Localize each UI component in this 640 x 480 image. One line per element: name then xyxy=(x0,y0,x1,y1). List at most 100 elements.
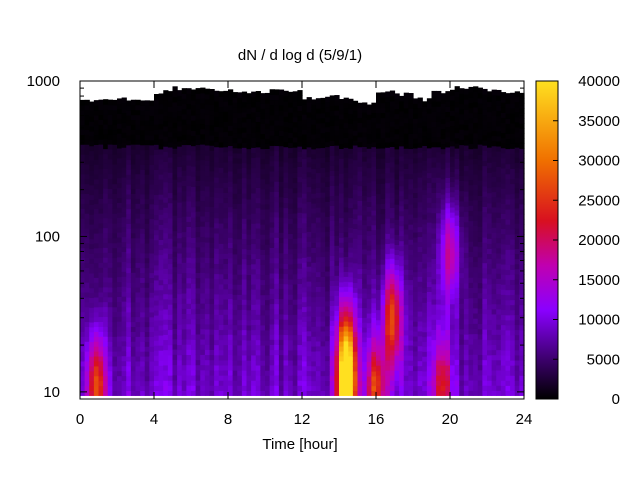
heatmap-cell xyxy=(93,267,100,273)
heatmap-cell xyxy=(339,168,345,174)
heatmap-cell xyxy=(389,110,396,117)
heatmap-cell xyxy=(440,138,446,145)
heatmap-cell xyxy=(343,291,349,297)
heatmap-cell xyxy=(389,354,396,361)
heatmap-cell xyxy=(246,133,252,140)
heatmap-cell xyxy=(251,268,257,275)
heatmap-cell xyxy=(278,283,285,289)
heatmap-cell xyxy=(426,241,433,248)
heatmap-cell xyxy=(163,278,169,285)
heatmap-cell xyxy=(399,360,405,366)
heatmap-cell xyxy=(144,267,150,274)
heatmap-cell xyxy=(403,309,409,316)
heatmap-cell xyxy=(380,314,386,321)
heatmap-cell xyxy=(218,187,224,194)
heatmap-cell xyxy=(167,202,174,209)
heatmap-cell xyxy=(80,291,86,298)
heatmap-cell xyxy=(228,125,234,131)
heatmap-cell xyxy=(385,258,391,265)
heatmap-cell xyxy=(167,192,174,199)
heatmap-cell xyxy=(214,273,220,280)
heatmap-cell xyxy=(431,197,437,204)
heatmap-cell xyxy=(117,261,123,268)
heatmap-cell xyxy=(343,320,349,327)
heatmap-cell xyxy=(278,171,285,177)
heatmap-cell xyxy=(348,271,354,278)
heatmap-cell xyxy=(385,273,391,280)
heatmap-cell xyxy=(366,148,372,154)
heatmap-cell xyxy=(191,160,197,167)
heatmap-cell xyxy=(325,380,331,386)
heatmap-cell xyxy=(241,208,248,214)
heatmap-cell xyxy=(237,274,243,280)
heatmap-cell xyxy=(121,355,127,362)
heatmap-cell xyxy=(297,344,303,351)
heatmap-cell xyxy=(149,154,155,161)
heatmap-cell xyxy=(84,355,90,362)
heatmap-cell xyxy=(89,106,95,112)
heatmap-cell xyxy=(246,113,252,119)
heatmap-cell xyxy=(339,296,345,303)
heatmap-cell xyxy=(380,122,386,129)
heatmap-cell xyxy=(232,132,238,139)
heatmap-cell xyxy=(177,196,183,203)
heatmap-cell xyxy=(394,390,400,396)
heatmap-cell xyxy=(93,173,100,180)
heatmap-cell xyxy=(204,282,211,289)
heatmap-cell xyxy=(246,224,252,230)
heatmap-cell xyxy=(177,161,183,168)
heatmap-cell xyxy=(357,322,363,328)
heatmap-cell xyxy=(154,299,160,306)
heatmap-cell xyxy=(440,334,446,341)
heatmap-cell xyxy=(450,268,456,274)
heatmap-cell xyxy=(315,370,322,377)
heatmap-cell xyxy=(246,334,252,341)
heatmap-cell xyxy=(450,288,456,295)
heatmap-cell xyxy=(93,232,100,239)
heatmap-cell xyxy=(417,390,423,396)
heatmap-cell xyxy=(126,218,132,224)
heatmap-cell xyxy=(283,90,289,97)
heatmap-cell xyxy=(269,89,275,95)
heatmap-cell xyxy=(426,301,433,307)
heatmap-cell xyxy=(135,277,141,283)
heatmap-cell xyxy=(186,333,192,340)
heatmap-cell xyxy=(209,94,215,100)
heatmap-cell xyxy=(223,349,229,356)
heatmap-cell xyxy=(274,323,280,330)
heatmap-cell xyxy=(413,217,419,223)
heatmap-cell xyxy=(232,238,238,245)
heatmap-cell xyxy=(426,187,433,193)
heatmap-cell xyxy=(436,273,442,280)
heatmap-cell xyxy=(209,109,215,116)
heatmap-cell xyxy=(278,288,285,295)
heatmap-cell xyxy=(149,292,155,298)
heatmap-cell xyxy=(246,239,252,245)
heatmap-cell xyxy=(112,296,118,303)
heatmap-cell xyxy=(366,390,372,396)
heatmap-cell xyxy=(112,149,118,155)
heatmap-cell xyxy=(362,283,368,289)
heatmap-cell xyxy=(214,380,220,386)
heatmap-cell xyxy=(445,207,451,214)
heatmap-cell xyxy=(195,180,201,186)
heatmap-cell xyxy=(376,329,382,336)
heatmap-cell xyxy=(103,321,109,327)
heatmap-cell xyxy=(140,247,146,254)
heatmap-cell xyxy=(454,215,460,221)
heatmap-cell xyxy=(209,328,215,335)
heatmap-cell xyxy=(450,257,456,264)
heatmap-cell xyxy=(297,151,303,157)
heatmap-cell xyxy=(454,390,460,396)
heatmap-cell xyxy=(422,267,428,274)
heatmap-cell xyxy=(241,258,248,265)
heatmap-cell xyxy=(302,168,308,174)
heatmap-cell xyxy=(422,179,428,186)
heatmap-cell xyxy=(408,254,414,260)
heatmap-cell xyxy=(209,170,215,177)
heatmap-cell xyxy=(251,192,257,199)
heatmap-cell xyxy=(251,157,257,164)
heatmap-cell xyxy=(399,265,405,272)
heatmap-cell xyxy=(112,223,118,229)
heatmap-cell xyxy=(154,370,160,376)
